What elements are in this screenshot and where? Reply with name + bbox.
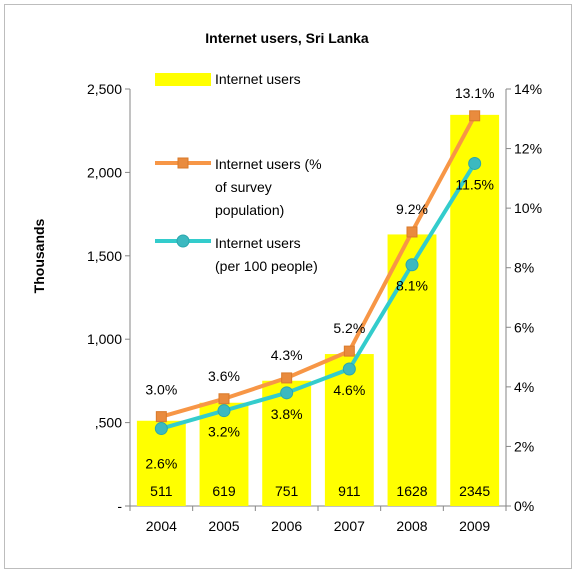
bar [262,380,312,506]
legend-label-internet-users: Internet users [215,71,301,87]
survey-marker [218,393,230,405]
per100-data-label: 4.6% [333,382,365,398]
bar-data-label: 2345 [459,483,490,499]
per100-data-label: 8.1% [396,278,428,294]
bar-data-label: 511 [150,483,173,499]
bar [199,402,249,506]
bar [324,354,374,506]
y-tick-label: 2,000 [87,164,122,180]
legend-label-per100: Internet users [215,235,301,251]
y-axis-label: Thousands [31,218,47,293]
bar-data-labels: 511 619 751 911 1628 2345 [150,483,490,499]
legend-label-survey: population) [215,202,284,218]
per100-marker [342,362,356,376]
legend-per100-marker [176,234,190,248]
survey-data-label: 3.6% [208,368,240,384]
legend-label-per100: (per 100 people) [215,258,318,274]
y-tick-label: 1,000 [87,331,122,347]
y-tick-label: - [117,498,122,514]
survey-data-label: 5.2% [333,320,365,336]
per100-marker [280,386,294,400]
survey-data-label: 13.1% [455,85,495,101]
x-tick-label: 2007 [334,518,365,534]
per100-line [160,162,477,431]
y2-tick-label: 12% [514,141,542,157]
bar-series [136,114,500,507]
per100-data-label: 2.6% [145,456,177,472]
bar-data-label: 1628 [396,483,427,499]
survey-marker [343,345,355,357]
bar [450,114,500,506]
legend-label-survey: of survey [215,179,272,195]
legend-bar-swatch [155,73,211,86]
chart-title: Internet users, Sri Lanka [205,30,369,46]
line-data-labels: 3.0% 3.6% 4.3% 5.2% 9.2% 13.1% 2.6% 3.2% 3.8% 4.6… [145,85,494,472]
x-tick-label: 2006 [271,518,302,534]
y2-tick-label: 4% [514,379,534,395]
per100-data-label: 3.2% [208,424,240,440]
survey-marker [469,110,481,122]
x-tick-label: 2009 [459,518,490,534]
y2-tick-label: 2% [514,438,534,454]
axes: - ,500 1,000 1,500 2,000 2,500 0% 2% 4% 6% 8% 10% 12… [87,81,542,534]
survey-line [160,114,477,419]
survey-data-label: 3.0% [145,382,177,398]
bar-data-label: 911 [338,483,361,499]
x-tick-label: 2004 [146,518,177,534]
y-tick-label: 2,500 [87,81,122,97]
y2-tick-label: 14% [514,81,542,97]
bar-data-label: 751 [275,483,299,499]
survey-data-label: 4.3% [271,347,303,363]
survey-marker [155,411,167,423]
y2-tick-label: 0% [514,498,534,514]
y-tick-label: 1,500 [87,248,122,264]
survey-marker [406,226,418,238]
survey-marker [281,372,293,384]
chart-svg: Internet users, Sri Lanka Thousands - ,50… [31,30,542,534]
legend-label-survey: Internet users (% [215,156,322,172]
survey-data-label: 9.2% [396,201,428,217]
per100-data-label: 3.8% [271,406,303,422]
x-tick-label: 2005 [208,518,239,534]
y-tick-label: ,500 [95,415,122,431]
line-series [154,110,482,436]
per100-marker [217,404,231,418]
bar-data-label: 619 [212,483,236,499]
per100-data-label: 11.5% [455,176,494,192]
x-tick-label: 2008 [396,518,427,534]
y2-tick-label: 10% [514,200,542,216]
y2-tick-label: 6% [514,319,534,335]
legend-survey-marker [177,157,189,169]
chart-frame: Internet users, Sri Lanka Thousands - ,50… [4,4,572,569]
per100-marker [154,422,168,436]
per100-marker [468,156,482,170]
legend: Internet users Internet users (% of survey… [155,71,322,274]
per100-marker [405,258,419,272]
y2-tick-label: 8% [514,260,534,276]
bar [387,234,437,507]
